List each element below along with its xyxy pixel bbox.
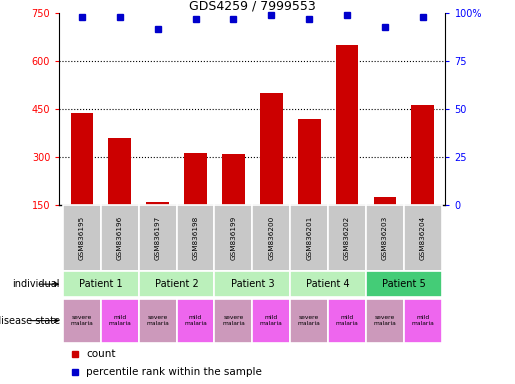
Text: percentile rank within the sample: percentile rank within the sample	[87, 367, 262, 377]
Text: count: count	[87, 349, 116, 359]
Text: mild
malaria: mild malaria	[336, 315, 358, 326]
Bar	[260, 93, 283, 253]
Bar	[214, 271, 290, 297]
Text: mild
malaria: mild malaria	[184, 315, 207, 326]
Bar	[298, 119, 320, 253]
Bar	[184, 152, 207, 253]
Bar	[63, 298, 101, 343]
Bar	[139, 205, 177, 271]
Text: GSM836199: GSM836199	[230, 216, 236, 260]
Text: GSM836200: GSM836200	[268, 216, 274, 260]
Bar	[366, 205, 404, 271]
Bar	[290, 205, 328, 271]
Bar	[101, 298, 139, 343]
Bar	[146, 202, 169, 253]
Bar	[177, 205, 214, 271]
Text: severe
malaria: severe malaria	[222, 315, 245, 326]
Text: mild
malaria: mild malaria	[411, 315, 434, 326]
Bar	[139, 298, 177, 343]
Bar	[290, 298, 328, 343]
Bar	[214, 205, 252, 271]
Bar	[366, 271, 442, 297]
Bar	[101, 205, 139, 271]
Bar	[411, 104, 434, 253]
Text: GSM836203: GSM836203	[382, 216, 388, 260]
Text: mild
malaria: mild malaria	[260, 315, 283, 326]
Bar	[139, 271, 214, 297]
Text: severe
malaria: severe malaria	[71, 315, 93, 326]
Text: GSM836202: GSM836202	[344, 216, 350, 260]
Text: Patient 5: Patient 5	[382, 279, 426, 289]
Bar	[328, 205, 366, 271]
Bar	[177, 298, 214, 343]
Bar	[404, 298, 442, 343]
Bar	[63, 205, 101, 271]
Text: individual: individual	[12, 279, 60, 289]
Text: severe
malaria: severe malaria	[298, 315, 320, 326]
Bar	[214, 298, 252, 343]
Text: mild
malaria: mild malaria	[109, 315, 131, 326]
Bar	[222, 154, 245, 253]
Title: GDS4259 / 7999553: GDS4259 / 7999553	[189, 0, 316, 12]
Text: Patient 1: Patient 1	[79, 279, 123, 289]
Text: Patient 3: Patient 3	[231, 279, 274, 289]
Text: GSM836198: GSM836198	[193, 216, 199, 260]
Bar	[109, 138, 131, 253]
Bar	[328, 298, 366, 343]
Text: disease state: disease state	[0, 316, 60, 326]
Text: severe
malaria: severe malaria	[373, 315, 396, 326]
Text: GSM836195: GSM836195	[79, 216, 85, 260]
Text: severe
malaria: severe malaria	[146, 315, 169, 326]
Text: Patient 4: Patient 4	[306, 279, 350, 289]
Bar	[373, 197, 396, 253]
Bar	[404, 205, 442, 271]
Text: GSM836197: GSM836197	[154, 216, 161, 260]
Bar	[366, 298, 404, 343]
Text: GSM836204: GSM836204	[420, 216, 426, 260]
Bar	[336, 45, 358, 253]
Bar	[252, 298, 290, 343]
Text: GSM836196: GSM836196	[117, 216, 123, 260]
Bar	[252, 205, 290, 271]
Bar	[290, 271, 366, 297]
Text: Patient 2: Patient 2	[154, 279, 198, 289]
Bar	[71, 113, 93, 253]
Bar	[63, 271, 139, 297]
Text: GSM836201: GSM836201	[306, 216, 312, 260]
